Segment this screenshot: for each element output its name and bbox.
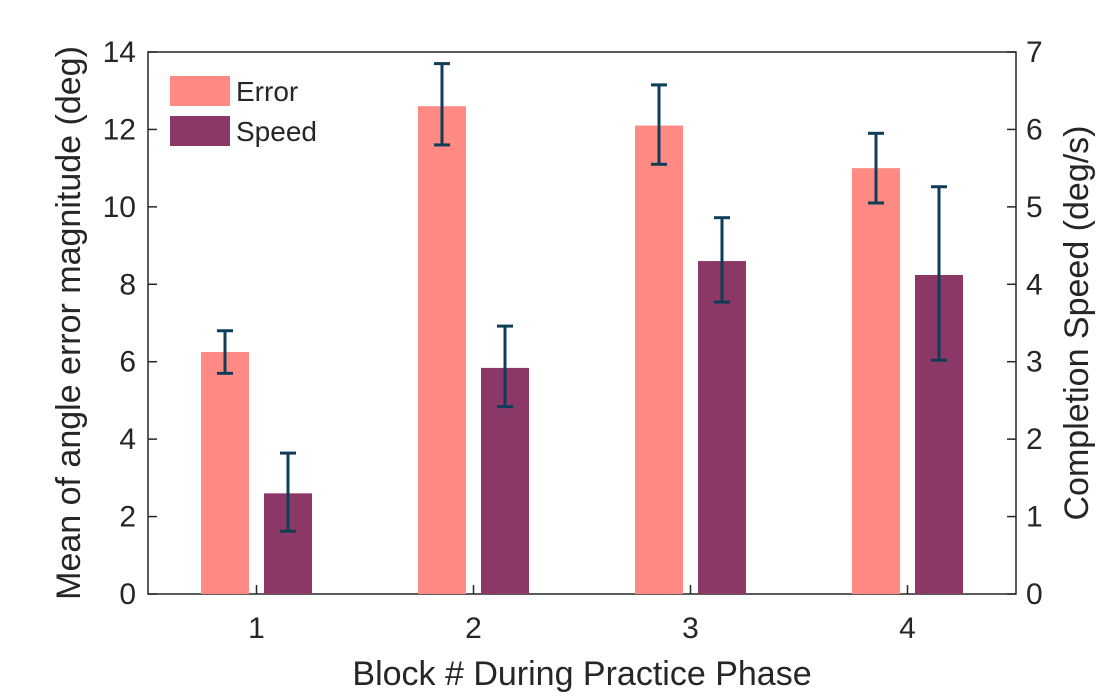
- right-tick-label: 4: [1026, 268, 1043, 301]
- left-tick-label: 12: [103, 113, 136, 146]
- x-axis-ticks: 1 2 3 4: [248, 585, 916, 645]
- right-tick-label: 7: [1026, 36, 1043, 69]
- x-tick-label: 3: [682, 612, 699, 645]
- left-tick-label: 10: [103, 191, 136, 224]
- bar-error-1: [201, 352, 249, 594]
- right-tick-label: 1: [1026, 501, 1043, 534]
- legend-swatch-speed: [170, 116, 230, 146]
- bar-speed-3: [698, 261, 746, 594]
- legend-label-error: Error: [236, 76, 298, 107]
- right-tick-label: 0: [1026, 578, 1043, 611]
- right-axis-ticks: 0 1 2 3 4 5 6 7: [1007, 36, 1043, 611]
- bar-error-3: [635, 125, 683, 595]
- right-tick-label: 3: [1026, 346, 1043, 379]
- bar-error-2: [418, 106, 466, 594]
- left-axis-title: Mean of angle error magnitude (deg): [50, 46, 88, 600]
- left-tick-label: 14: [103, 36, 136, 69]
- left-tick-label: 0: [119, 578, 136, 611]
- bars-layer: [201, 106, 963, 595]
- x-axis-title: Block # During Practice Phase: [352, 655, 811, 693]
- legend-swatch-error: [170, 76, 230, 106]
- x-tick-label: 2: [465, 612, 482, 645]
- legend: Error Speed: [170, 76, 317, 147]
- plot-frame: [147, 51, 1017, 595]
- plot-area: [147, 51, 1017, 595]
- left-tick-label: 4: [119, 423, 136, 456]
- left-tick-label: 8: [119, 268, 136, 301]
- right-tick-label: 6: [1026, 113, 1043, 146]
- right-axis-title: Completion Speed (deg/s): [1058, 125, 1096, 520]
- error-bars-layer: [217, 62, 947, 533]
- x-tick-label: 4: [899, 612, 916, 645]
- left-tick-label: 6: [119, 346, 136, 379]
- left-tick-label: 2: [119, 501, 136, 534]
- bar-error-4: [852, 168, 900, 594]
- left-axis-ticks: 0 2 4 6 8 10 12 14: [103, 36, 157, 611]
- right-tick-label: 5: [1026, 191, 1043, 224]
- right-tick-label: 2: [1026, 423, 1043, 456]
- x-tick-label: 1: [248, 612, 265, 645]
- legend-label-speed: Speed: [236, 116, 317, 147]
